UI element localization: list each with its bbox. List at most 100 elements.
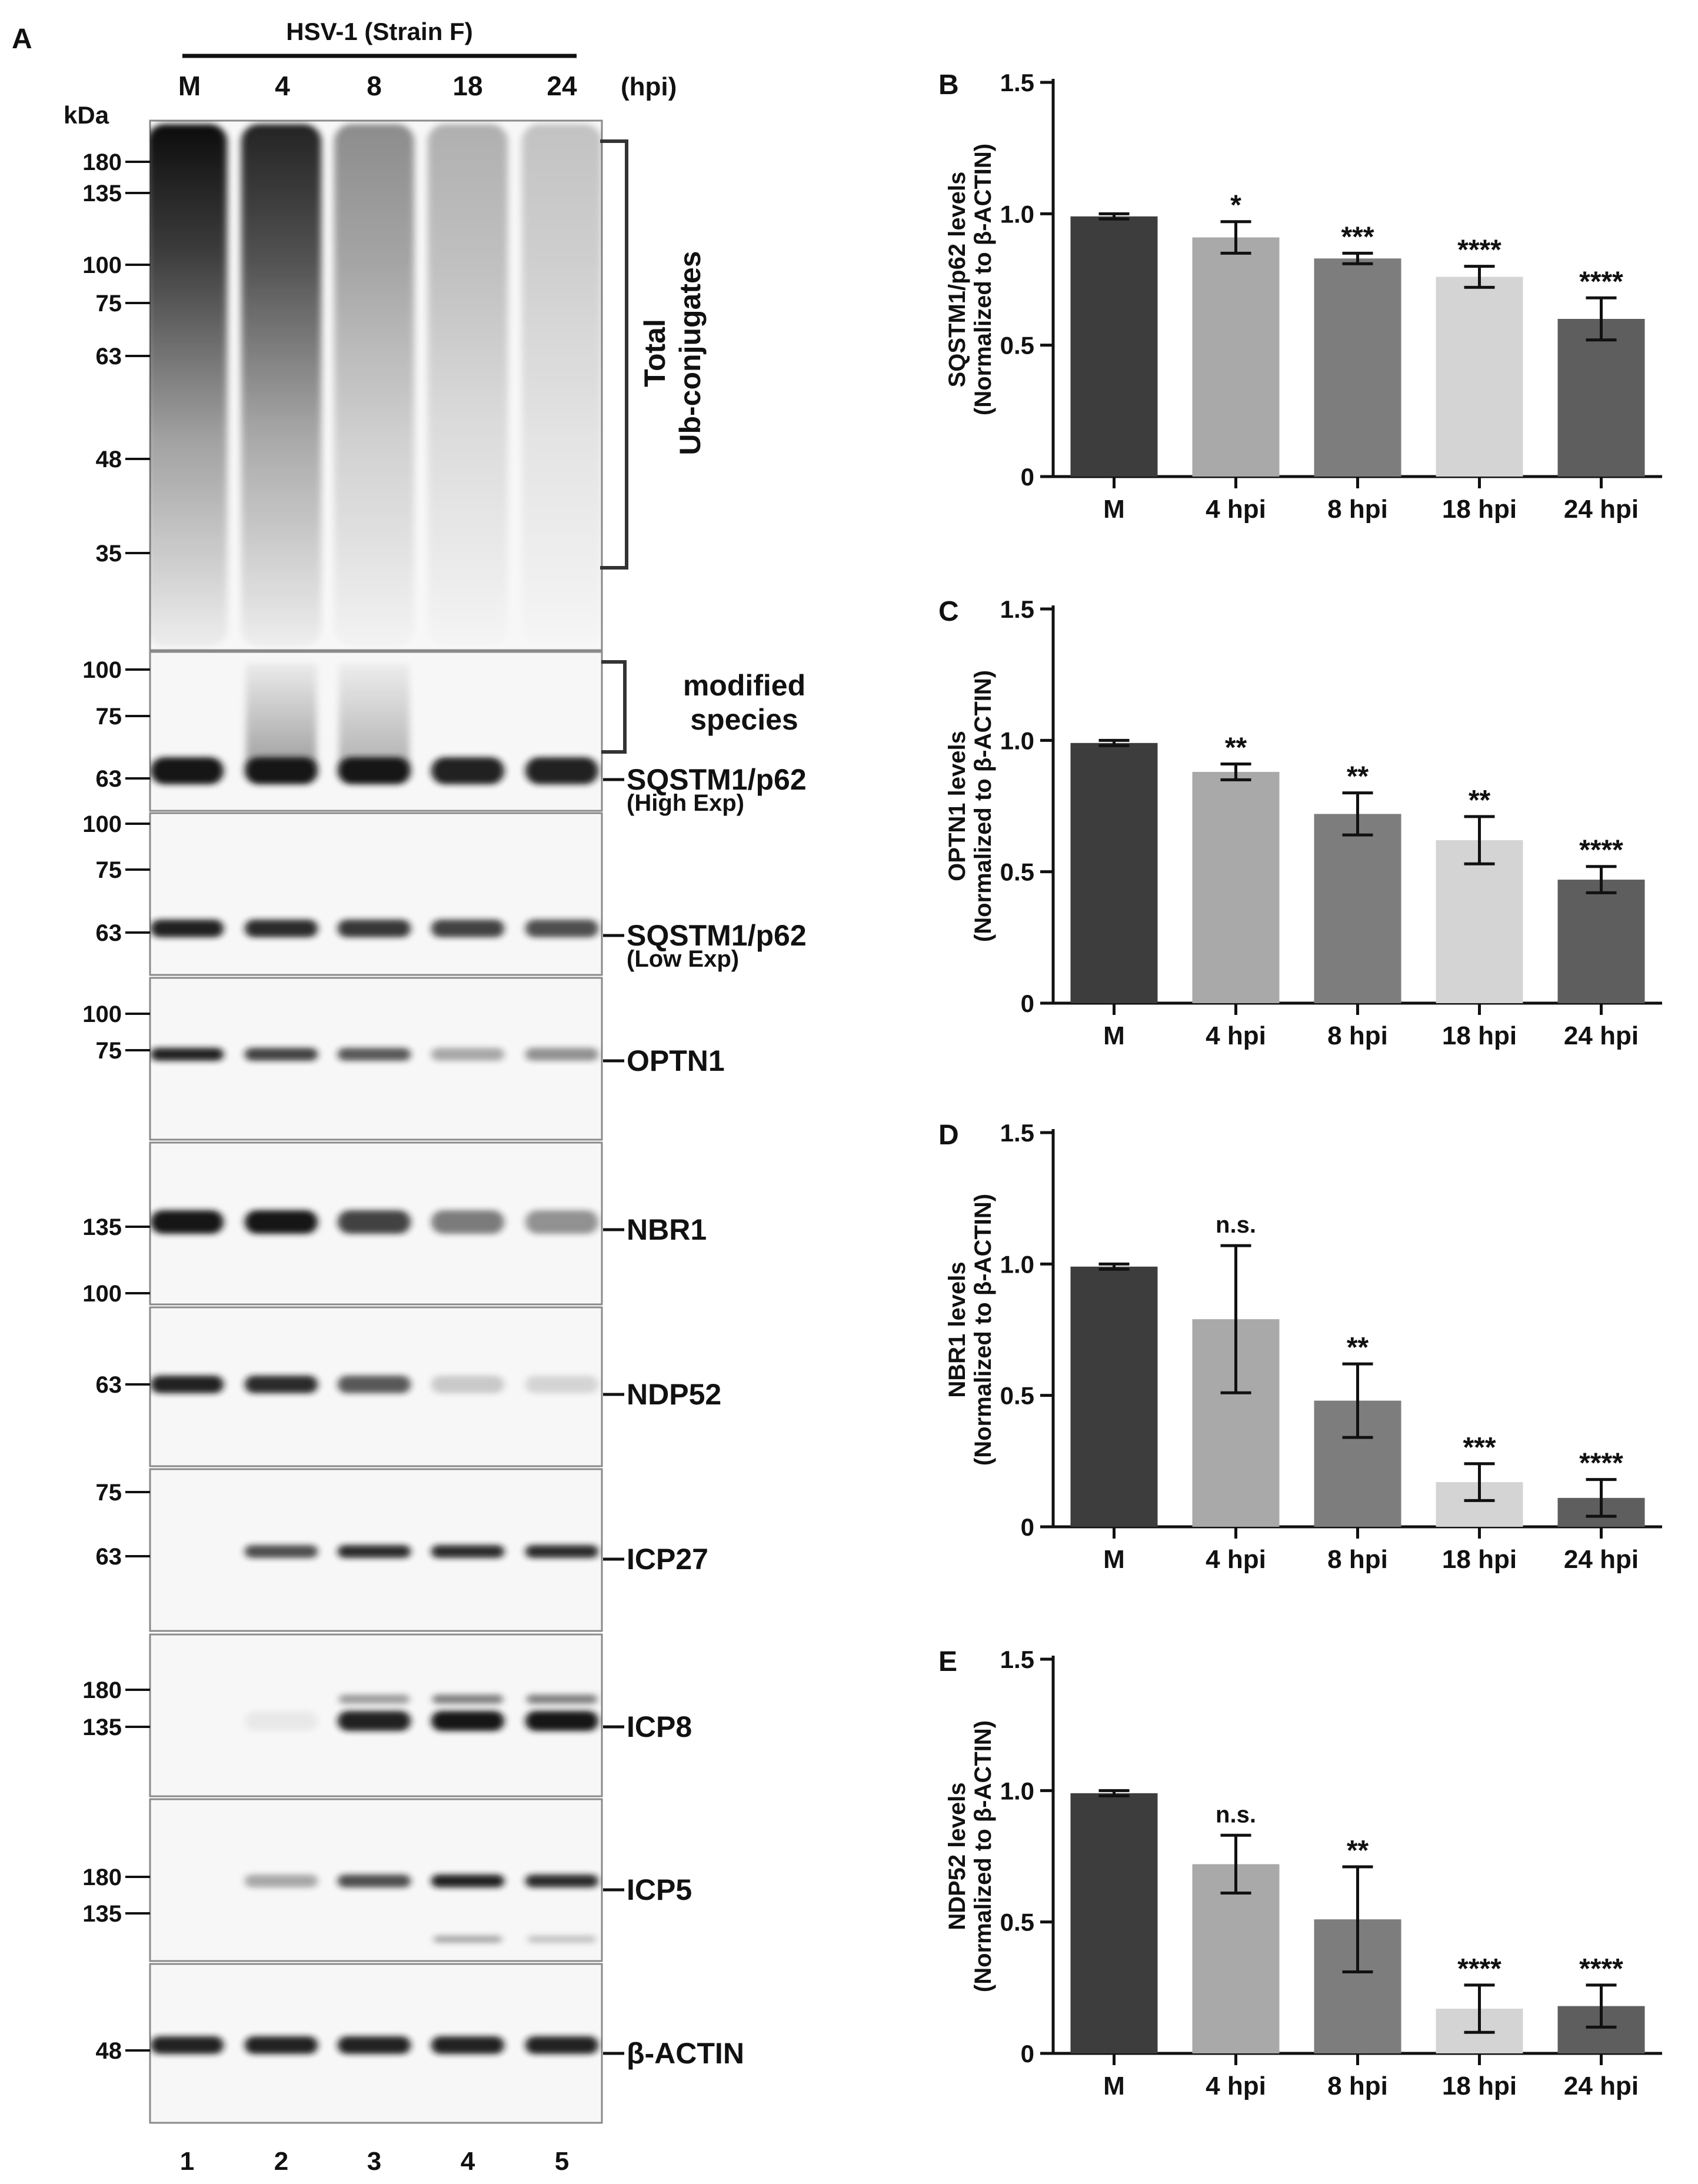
lane-headers: M 4 8 18 24 (178, 71, 577, 101)
band (338, 1376, 411, 1393)
y-axis-label-line1: NBR1 levels (944, 1261, 970, 1397)
band (525, 2036, 598, 2054)
band (431, 1376, 504, 1393)
y-tick-label: 0 (1021, 990, 1034, 1017)
y-axis-label-line1: OPTN1 levels (944, 731, 970, 881)
y-tick-label: 1.5 (1000, 595, 1034, 623)
marker-label: 75 (96, 1038, 122, 1064)
lane-header: 18 (452, 71, 482, 101)
bar (1070, 216, 1158, 477)
significance-label: **** (1579, 1953, 1623, 1985)
protein-label: ICP5 (627, 1873, 692, 1906)
marker-label: 75 (96, 291, 122, 317)
significance-label: n.s. (1216, 1802, 1256, 1827)
hpi-label: (hpi) (621, 72, 677, 101)
lane-header: M (178, 71, 201, 101)
protein-label: ICP8 (627, 1710, 692, 1743)
band (338, 757, 411, 784)
bar (1314, 258, 1401, 477)
significance-label: *** (1341, 221, 1374, 252)
bar (1314, 814, 1401, 1003)
band (338, 1210, 411, 1234)
y-tick-label: 0.5 (1000, 1909, 1034, 1936)
lane-header: 4 (275, 71, 290, 101)
bar (1192, 1864, 1280, 2053)
panel-letter: E (938, 1646, 957, 1677)
band (431, 1048, 504, 1061)
chart-c: C OPTN1 levels (Normalized to β-ACTIN) 0 0.5… (938, 595, 1662, 1050)
marker-label: 180 (82, 149, 122, 175)
lane-number: 4 (461, 2147, 475, 2176)
band (431, 920, 504, 937)
y-tick-label: 0.5 (1000, 858, 1034, 886)
x-tick-label: 24 hpi (1564, 495, 1639, 524)
band-upper (432, 1694, 503, 1704)
band (245, 1711, 318, 1731)
significance-label: **** (1579, 1448, 1623, 1479)
blot-frame (149, 812, 603, 976)
y-tick-label: 1.5 (1000, 1119, 1034, 1147)
x-tick-label: 8 hpi (1327, 2072, 1388, 2100)
blot-icp27: 75 63 ICP27 (96, 1468, 708, 1632)
y-tick-label: 0 (1021, 1513, 1034, 1541)
band (338, 1875, 411, 1887)
marker-label: 63 (96, 1372, 122, 1398)
x-tick-label: 24 hpi (1564, 1021, 1639, 1050)
blot-icp8: 180 135 ICP8 (82, 1633, 692, 1797)
virus-label: HSV-1 (Strain F) (286, 18, 472, 45)
significance-label: **** (1457, 1953, 1501, 1985)
significance-label: * (1230, 190, 1241, 221)
significance-label: ** (1225, 733, 1247, 764)
blot-sqstm1-low: 100 75 63 SQSTM1/p62(Low Exp) (82, 811, 807, 976)
significance-label: *** (1463, 1432, 1496, 1463)
ub-smear (334, 124, 414, 647)
x-tick-label: 8 hpi (1327, 495, 1388, 524)
lane-number: 5 (555, 2147, 569, 2176)
y-axis-label: NBR1 levels (Normalized to β-ACTIN) (944, 1194, 996, 1466)
y-axis-label-line1: NDP52 levels (944, 1782, 970, 1930)
band (525, 1048, 598, 1061)
protein-label: SQSTM1/p62 (627, 763, 807, 796)
marker-label: 180 (82, 1677, 122, 1703)
y-tick-label: 0.5 (1000, 1382, 1034, 1410)
blot-content (245, 1545, 598, 1558)
modified-bracket (601, 660, 627, 754)
blot-ub-conjugates: 180 135 100 75 63 48 35 (82, 119, 603, 651)
band (525, 1210, 598, 1234)
band (338, 2036, 411, 2054)
band (151, 1048, 224, 1061)
marker-label: 75 (96, 704, 122, 730)
modified-smear (339, 664, 409, 767)
lane-number: 1 (180, 2147, 194, 2176)
y-tick-label: 1.0 (1000, 200, 1034, 228)
blot-content (151, 1376, 598, 1393)
marker-label: 75 (96, 1480, 122, 1506)
band (245, 2036, 318, 2054)
ub-smear (241, 124, 321, 647)
blot-content (151, 664, 598, 784)
y-axis-label-line2: (Normalized to β-ACTIN) (970, 1720, 996, 1992)
bar (1557, 880, 1645, 1003)
protein-label: β-ACTIN (627, 2037, 744, 2070)
band (245, 1545, 318, 1558)
band (338, 1545, 411, 1558)
blot-content (245, 1694, 598, 1731)
y-tick-label: 0 (1021, 2040, 1034, 2068)
x-tick-label: 8 hpi (1327, 1545, 1388, 1574)
x-tick-label: 4 hpi (1206, 2072, 1266, 2100)
x-tick-label: 8 hpi (1327, 1021, 1388, 1050)
marker-label: 48 (96, 2038, 122, 2064)
panel-letter: C (938, 596, 959, 627)
band (245, 920, 318, 937)
band-lower (528, 1936, 596, 1943)
significance-label: ** (1469, 785, 1491, 816)
x-tick-label: 24 hpi (1564, 2072, 1639, 2100)
marker-label: 135 (82, 1714, 122, 1740)
bar (1070, 1266, 1158, 1527)
band (338, 1711, 411, 1731)
panel-letter: D (938, 1120, 959, 1151)
x-tick-label: 4 hpi (1206, 1021, 1266, 1050)
blot-content (151, 2036, 598, 2054)
